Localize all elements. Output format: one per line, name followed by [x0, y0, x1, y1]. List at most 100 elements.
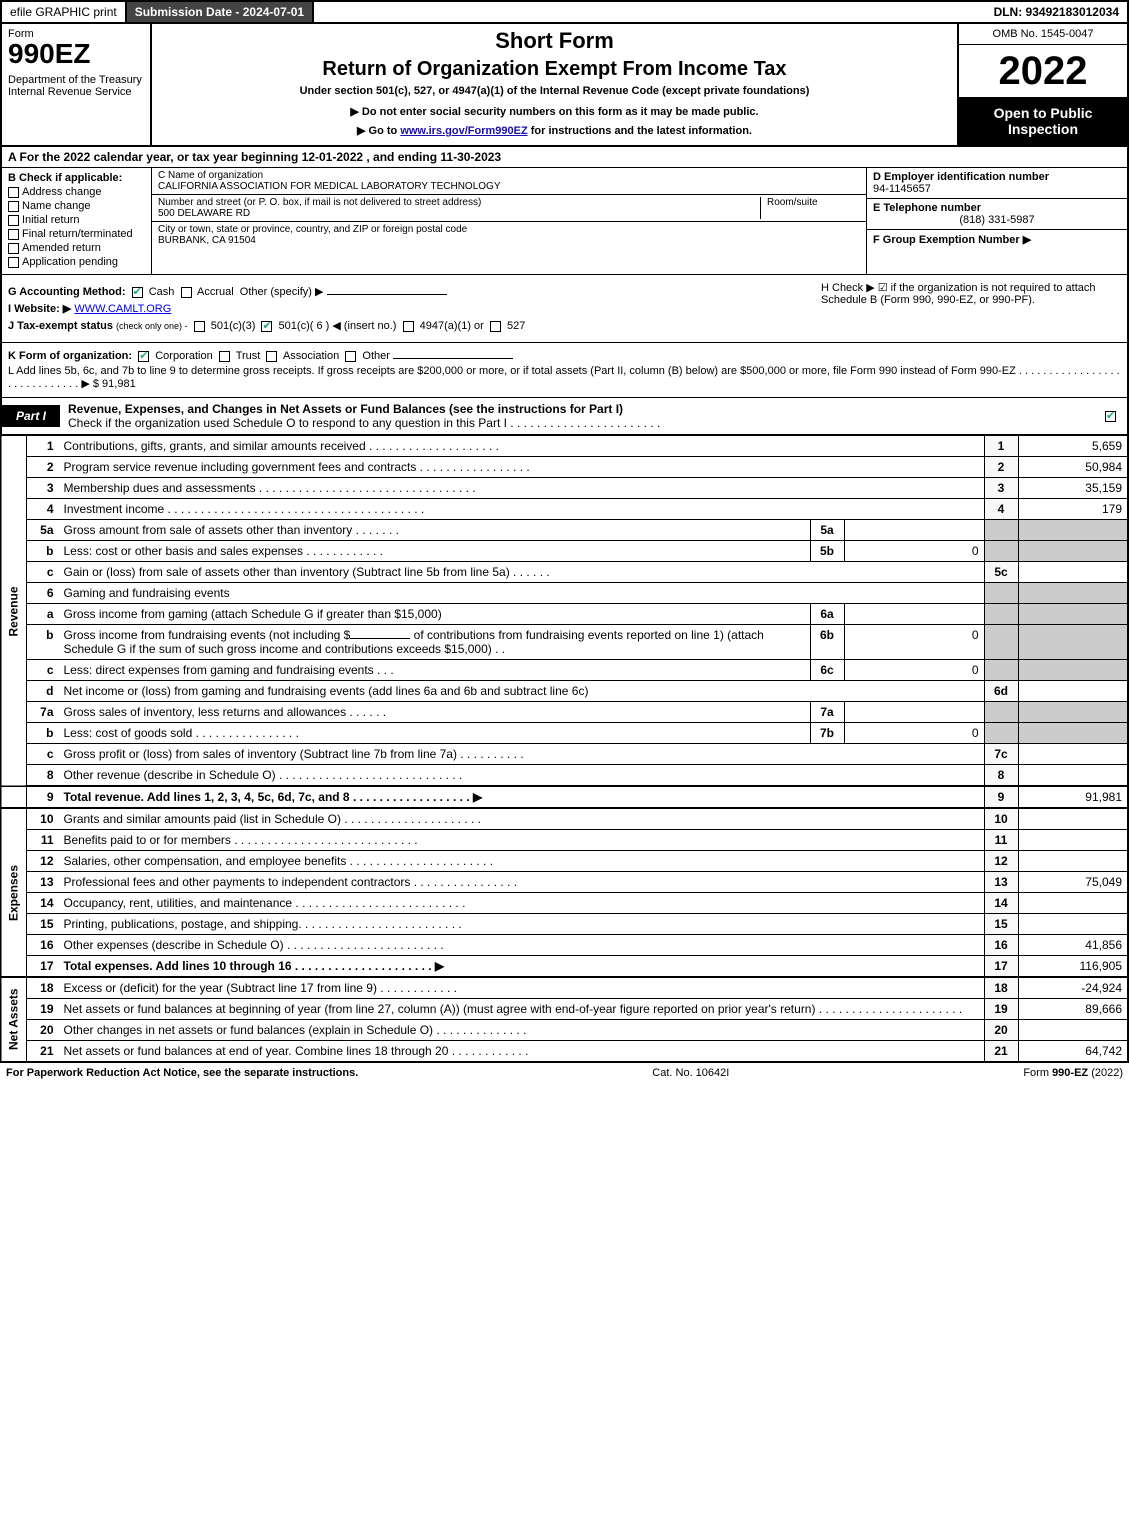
section-def: D Employer identification number 94-1145…	[867, 168, 1127, 274]
cb-application-pending[interactable]	[8, 257, 19, 268]
cb-final-return[interactable]	[8, 229, 19, 240]
website-link[interactable]: WWW.CAMLT.ORG	[74, 303, 171, 315]
part1-title-text: Revenue, Expenses, and Changes in Net As…	[68, 402, 623, 416]
cb-4947[interactable]	[403, 321, 414, 332]
header-left: Form 990EZ Department of the Treasury In…	[2, 24, 152, 145]
section-kl: K Form of organization: Corporation Trus…	[0, 343, 1129, 398]
desc-16: Other expenses (describe in Schedule O) …	[59, 935, 985, 956]
sidelabel-revenue: Revenue	[1, 436, 27, 787]
goto-post: for instructions and the latest informat…	[528, 125, 752, 137]
cb-initial-return[interactable]	[8, 215, 19, 226]
goto-line: ▶ Go to www.irs.gov/Form990EZ for instru…	[158, 124, 951, 137]
lbl-527: 527	[507, 320, 525, 332]
amt-12	[1018, 851, 1128, 872]
efile-label[interactable]: efile GRAPHIC print	[2, 2, 127, 22]
row-l: L Add lines 5b, 6c, and 7b to line 9 to …	[8, 365, 1121, 390]
cb-assoc[interactable]	[266, 351, 277, 362]
desc-21: Net assets or fund balances at end of ye…	[59, 1041, 985, 1063]
amt-18: -24,924	[1018, 977, 1128, 999]
desc-12: Salaries, other compensation, and employ…	[59, 851, 985, 872]
lbl-name-change: Name change	[22, 200, 91, 212]
section-c: C Name of organization CALIFORNIA ASSOCI…	[152, 168, 867, 274]
k-label: K Form of organization:	[8, 350, 132, 362]
header-right: OMB No. 1545-0047 2022 Open to Public In…	[957, 24, 1127, 145]
subval-7b: 0	[844, 723, 984, 744]
subval-5b: 0	[844, 541, 984, 562]
irs-link[interactable]: www.irs.gov/Form990EZ	[400, 125, 527, 137]
top-bar: efile GRAPHIC print Submission Date - 20…	[0, 0, 1129, 24]
lbl-application-pending: Application pending	[22, 256, 118, 268]
desc-6b: Gross income from fundraising events (no…	[59, 625, 811, 660]
desc-19: Net assets or fund balances at beginning…	[59, 999, 985, 1020]
part1-table: Revenue 1 Contributions, gifts, grants, …	[0, 435, 1129, 1063]
desc-9: Total revenue. Add lines 1, 2, 3, 4, 5c,…	[59, 786, 985, 808]
cb-cash[interactable]	[132, 287, 143, 298]
desc-7b: Less: cost of goods sold . . . . . . . .…	[59, 723, 811, 744]
cb-501c3[interactable]	[194, 321, 205, 332]
h-text: H Check ▶ ☑ if the organization is not r…	[821, 282, 1096, 306]
cb-trust[interactable]	[219, 351, 230, 362]
return-of-title: Return of Organization Exempt From Incom…	[158, 58, 951, 81]
goto-pre: ▶ Go to	[357, 125, 400, 137]
desc-5a: Gross amount from sale of assets other t…	[59, 520, 811, 541]
cb-part1-schedo[interactable]	[1105, 411, 1116, 422]
short-form-title: Short Form	[158, 28, 951, 54]
lbl-corp: Corporation	[155, 350, 212, 362]
desc-3: Membership dues and assessments . . . . …	[59, 478, 985, 499]
desc-18: Excess or (deficit) for the year (Subtra…	[59, 977, 985, 999]
desc-15: Printing, publications, postage, and shi…	[59, 914, 985, 935]
header-center: Short Form Return of Organization Exempt…	[152, 24, 957, 145]
tax-year: 2022	[959, 45, 1127, 97]
other-specify-input[interactable]	[327, 294, 447, 295]
section-b-label: B Check if applicable:	[8, 172, 145, 184]
amt-14	[1018, 893, 1128, 914]
department: Department of the Treasury Internal Reve…	[8, 74, 144, 98]
section-b-checklist: Address change Name change Initial retur…	[8, 186, 145, 268]
cb-other-org[interactable]	[345, 351, 356, 362]
subval-6c: 0	[844, 660, 984, 681]
form-header: Form 990EZ Department of the Treasury In…	[0, 24, 1129, 147]
street: 500 DELAWARE RD	[158, 208, 250, 219]
6b-amount-input[interactable]	[350, 638, 410, 639]
footer-right: Form 990-EZ (2022)	[1023, 1067, 1123, 1079]
lbl-4947: 4947(a)(1) or	[420, 320, 484, 332]
cb-address-change[interactable]	[8, 187, 19, 198]
cb-name-change[interactable]	[8, 201, 19, 212]
sidelabel-netassets: Net Assets	[1, 977, 27, 1062]
amt-3: 35,159	[1018, 478, 1128, 499]
desc-5b: Less: cost or other basis and sales expe…	[59, 541, 811, 562]
lbl-address-change: Address change	[22, 186, 102, 198]
lbl-other: Other (specify) ▶	[240, 286, 324, 298]
lbl-other-org: Other	[362, 350, 390, 362]
subval-7a	[844, 702, 984, 723]
sidelabel-expenses: Expenses	[1, 808, 27, 977]
amt-7c	[1018, 744, 1128, 765]
open-to-public: Open to Public Inspection	[959, 97, 1127, 145]
row-h: H Check ▶ ☑ if the organization is not r…	[821, 281, 1121, 306]
amt-11	[1018, 830, 1128, 851]
amt-15	[1018, 914, 1128, 935]
cb-527[interactable]	[490, 321, 501, 332]
telephone-value: (818) 331-5987	[873, 214, 1121, 226]
amt-21: 64,742	[1018, 1041, 1128, 1063]
part1-title: Revenue, Expenses, and Changes in Net As…	[60, 398, 1097, 434]
i-label: I Website: ▶	[8, 303, 71, 315]
cb-501c[interactable]	[261, 321, 272, 332]
desc-4: Investment income . . . . . . . . . . . …	[59, 499, 985, 520]
ssn-warning: ▶ Do not enter social security numbers o…	[158, 105, 951, 118]
amt-20	[1018, 1020, 1128, 1041]
subval-6a	[844, 604, 984, 625]
lbl-accrual: Accrual	[197, 286, 234, 298]
ein-value: 94-1145657	[873, 183, 931, 195]
form-number: 990EZ	[8, 40, 144, 68]
cb-amended-return[interactable]	[8, 243, 19, 254]
g-label: G Accounting Method:	[8, 286, 126, 298]
amt-4: 179	[1018, 499, 1128, 520]
cb-corp[interactable]	[138, 351, 149, 362]
c-name-label: C Name of organization	[158, 170, 263, 181]
other-org-input[interactable]	[393, 358, 513, 359]
subval-5a	[844, 520, 984, 541]
desc-6a: Gross income from gaming (attach Schedul…	[59, 604, 811, 625]
room-label: Room/suite	[767, 197, 818, 208]
cb-accrual[interactable]	[181, 287, 192, 298]
